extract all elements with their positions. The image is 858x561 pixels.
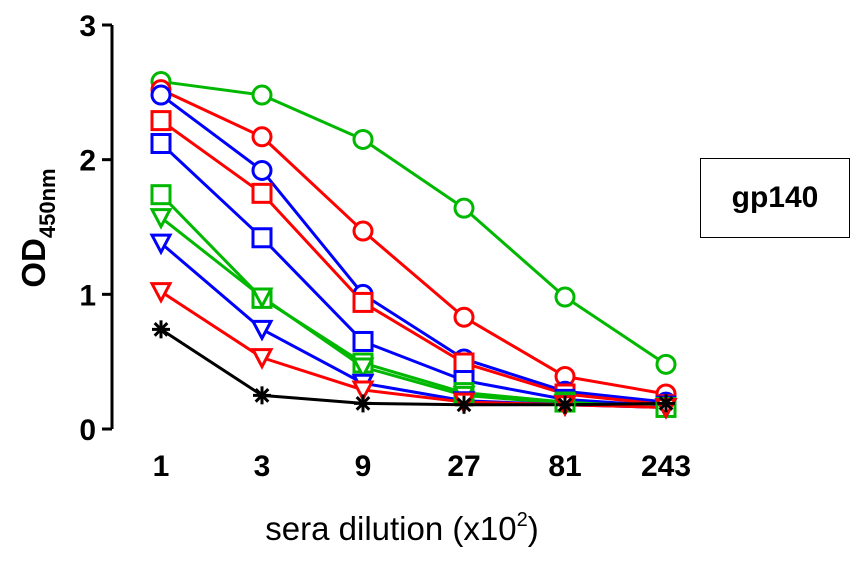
- series-line: [160, 93, 667, 404]
- data-point: [250, 348, 274, 370]
- series-line: [159, 193, 667, 409]
- series-group: [149, 71, 678, 420]
- data-point: [453, 306, 475, 328]
- axes: 0 1 2 3 1 3 9 27 81 243: [79, 10, 691, 483]
- x-axis-label-close: ): [528, 510, 539, 547]
- data-point: [351, 357, 375, 380]
- data-point: [251, 182, 273, 204]
- data-point: [657, 394, 675, 413]
- y-axis-label: OD450nm: [15, 168, 60, 287]
- data-point: [149, 282, 173, 304]
- data-point: [253, 386, 271, 405]
- data-point: [354, 394, 372, 413]
- x-tick-label: 1: [153, 450, 170, 483]
- data-point: [352, 291, 374, 313]
- data-point: [150, 110, 172, 132]
- series-line: [160, 80, 667, 366]
- data-point: [250, 287, 274, 310]
- data-point: [453, 352, 475, 374]
- data-point: [251, 159, 273, 181]
- y-tick-label: 0: [79, 414, 96, 447]
- x-tick-label: 3: [254, 450, 271, 483]
- data-point: [352, 128, 374, 150]
- data-point: [149, 208, 173, 230]
- data-point: [251, 126, 273, 148]
- data-point: [150, 84, 172, 106]
- data-point: [152, 320, 170, 339]
- data-point: [149, 233, 173, 256]
- y-tick-label: 1: [79, 279, 96, 312]
- data-point: [655, 353, 677, 375]
- y-axis-label-main: OD: [15, 238, 52, 288]
- data-point: [556, 395, 574, 414]
- x-tick-label: 9: [355, 450, 372, 483]
- y-tick-label: 3: [79, 10, 96, 43]
- x-tick-label: 27: [447, 450, 480, 483]
- y-tick-label: 2: [79, 145, 96, 178]
- data-point: [351, 380, 375, 403]
- series-line: [159, 142, 667, 408]
- x-tick-label: 243: [641, 450, 691, 483]
- x-axis-label-sup: 2: [517, 509, 528, 531]
- x-axis-label-main: sera dilution (x10: [265, 510, 516, 547]
- data-point: [150, 133, 172, 155]
- data-point: [453, 197, 475, 219]
- x-tick-label: 81: [548, 450, 581, 483]
- annotation-box: gp140: [700, 158, 850, 238]
- series-line: [160, 328, 667, 407]
- data-point: [554, 286, 576, 308]
- data-point: [250, 319, 274, 342]
- data-point: [352, 220, 374, 242]
- data-point: [150, 184, 172, 206]
- data-point: [251, 84, 273, 106]
- annotation-label: gp140: [731, 181, 819, 214]
- data-point: [352, 330, 374, 352]
- x-axis-label: sera dilution (x102): [265, 509, 538, 547]
- series-line: [160, 88, 667, 396]
- data-point: [251, 227, 273, 249]
- series-line: [160, 119, 667, 407]
- data-point: [455, 395, 473, 414]
- y-axis-label-sub: 450nm: [35, 168, 60, 238]
